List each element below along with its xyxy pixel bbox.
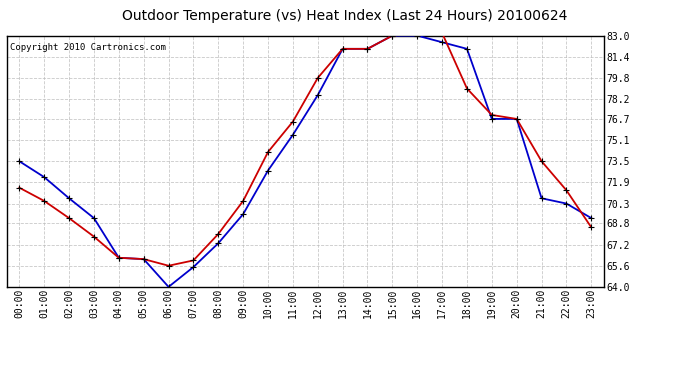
Text: Copyright 2010 Cartronics.com: Copyright 2010 Cartronics.com — [10, 43, 166, 52]
Text: Outdoor Temperature (vs) Heat Index (Last 24 Hours) 20100624: Outdoor Temperature (vs) Heat Index (Las… — [122, 9, 568, 23]
